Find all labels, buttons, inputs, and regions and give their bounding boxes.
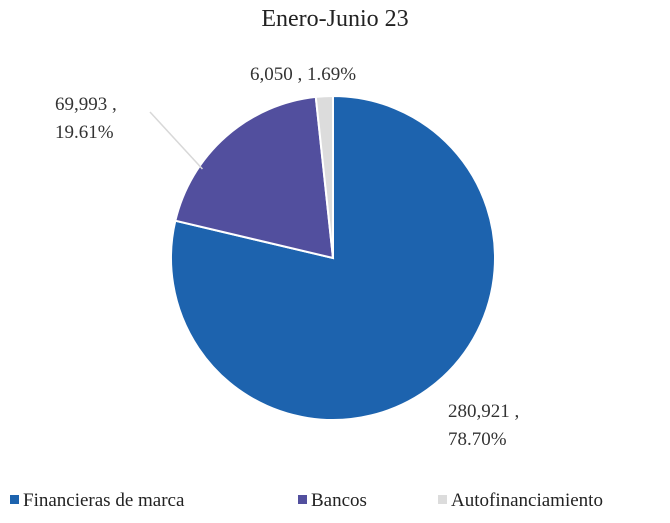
data-label: 6,050 , 1.69% [250,64,357,85]
legend-swatch [298,495,307,505]
legend: Financieras de marca Bancos Autofinanciami… [0,490,670,520]
legend-swatch [438,495,447,505]
legend-label: Autofinanciamiento [451,490,603,511]
chart-title: Enero-Junio 23 [261,6,409,32]
legend-label: Financieras de marca [23,490,185,511]
legend-label: Bancos [311,490,367,511]
data-label: 280,921 , 78.70% [448,401,520,450]
pie-slice [174,95,335,260]
legend-item: Autofinanciamiento [438,490,603,512]
legend-item: Financieras de marca [10,490,184,512]
data-label: 69,993 , 19.61% [55,94,117,143]
leader-line [149,111,203,170]
legend-swatch [10,495,19,505]
pie-slice [314,94,334,259]
legend-item: Bancos [298,490,367,512]
